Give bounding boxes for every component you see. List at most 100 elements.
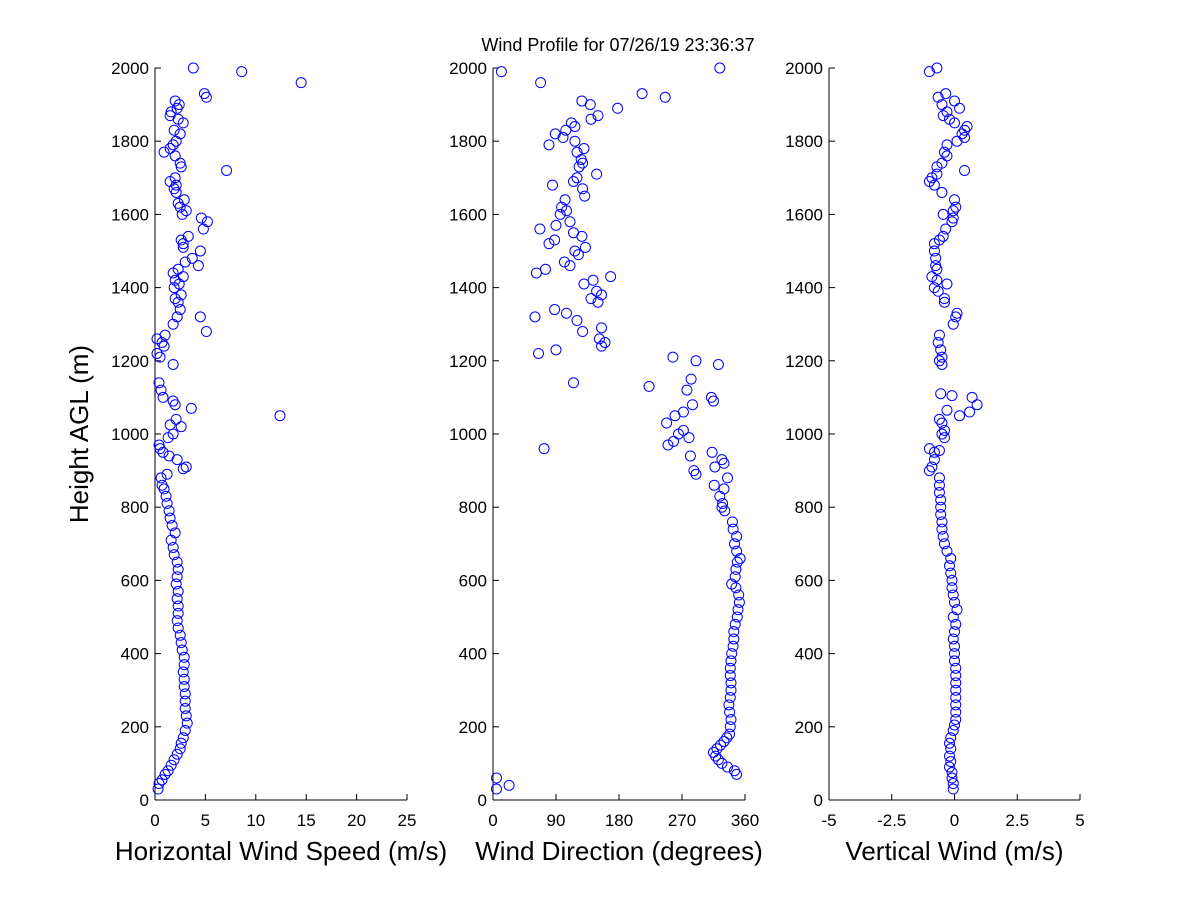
data-point (177, 666, 189, 678)
data-point (950, 699, 962, 711)
data-point (725, 713, 737, 725)
data-point (170, 578, 182, 590)
data-point (495, 66, 507, 78)
data-point (599, 337, 611, 348)
data-point (729, 765, 740, 777)
data-point (725, 684, 737, 696)
data-point (221, 164, 233, 176)
data-point (579, 190, 591, 202)
data-point (945, 743, 957, 755)
data-point (667, 351, 679, 363)
data-point (170, 413, 182, 425)
data-point (714, 62, 726, 74)
data-point (571, 146, 583, 158)
data-point (596, 340, 607, 352)
data-point (943, 761, 955, 773)
y-tick-label: 1000 (785, 425, 823, 444)
data-point (941, 278, 953, 290)
data-point (937, 208, 949, 220)
data-point (177, 463, 189, 475)
data-point (195, 212, 207, 224)
data-point (179, 256, 191, 268)
data-point (549, 304, 561, 316)
data-points (151, 62, 307, 795)
data-point (950, 692, 962, 704)
y-tick-label: 1400 (785, 279, 823, 298)
data-point (729, 618, 741, 630)
data-point (950, 684, 962, 696)
data-point (721, 732, 733, 744)
y-tick-label: 600 (795, 571, 823, 590)
x-tick-label: 2.5 (1005, 811, 1029, 830)
y-tick-label: 800 (459, 498, 487, 517)
data-point (928, 454, 940, 466)
data-point (185, 402, 197, 414)
data-point (565, 117, 577, 129)
data-point (937, 230, 949, 242)
y-tick-label: 600 (121, 571, 149, 590)
data-point (585, 113, 597, 125)
data-point (164, 419, 176, 431)
data-point (166, 520, 178, 531)
x-tick-label: 10 (246, 811, 265, 830)
data-point (179, 703, 191, 714)
data-point (572, 249, 584, 261)
data-point (585, 293, 597, 305)
x-tick-label: 0 (950, 811, 959, 830)
data-point (194, 311, 206, 323)
data-point (538, 443, 550, 455)
data-point (236, 66, 248, 78)
data-point (724, 670, 736, 682)
data-point (941, 106, 953, 118)
y-tick-label: 1400 (449, 279, 487, 298)
data-point (945, 552, 957, 564)
data-point (731, 556, 743, 568)
data-point (935, 494, 947, 506)
x-axis-label: Wind Direction (degrees) (475, 836, 763, 866)
data-point (177, 241, 189, 253)
data-point (718, 483, 730, 495)
data-point (941, 150, 953, 162)
data-point (171, 748, 183, 760)
data-point (936, 516, 948, 528)
data-point (936, 351, 948, 363)
data-point (941, 139, 953, 151)
data-point (724, 706, 736, 718)
x-tick-label: 90 (547, 811, 566, 830)
data-point (168, 124, 180, 136)
data-point (592, 296, 604, 308)
x-axis-label: Horizontal Wind Speed (m/s) (115, 836, 447, 866)
data-point (176, 644, 188, 656)
data-point (154, 351, 166, 363)
data-point (643, 380, 655, 392)
data-point (947, 212, 959, 224)
data-point (571, 172, 583, 184)
data-point (949, 194, 960, 206)
data-point (728, 626, 740, 638)
y-axis-label: Height AGL (m) (64, 345, 94, 523)
data-point (161, 468, 173, 480)
data-point (556, 201, 568, 213)
data-point (928, 282, 940, 294)
data-point (564, 260, 576, 272)
data-point (677, 424, 689, 436)
data-point (949, 626, 960, 638)
data-point (950, 706, 962, 718)
data-point (169, 293, 181, 305)
data-point (165, 759, 177, 771)
data-point (926, 271, 938, 283)
data-point (935, 509, 947, 521)
figure-title: Wind Profile for 07/26/19 23:36:37 (481, 35, 754, 55)
data-point (722, 472, 733, 484)
data-point (180, 205, 192, 217)
data-point (569, 121, 581, 133)
data-point (180, 710, 192, 722)
data-point (949, 648, 960, 660)
data-point (961, 121, 973, 133)
data-point (936, 428, 948, 440)
y-tick-label: 1200 (449, 352, 487, 371)
data-point (729, 538, 740, 550)
data-point (685, 373, 697, 385)
x-tick-label: 5 (201, 811, 210, 830)
data-point (930, 252, 942, 264)
